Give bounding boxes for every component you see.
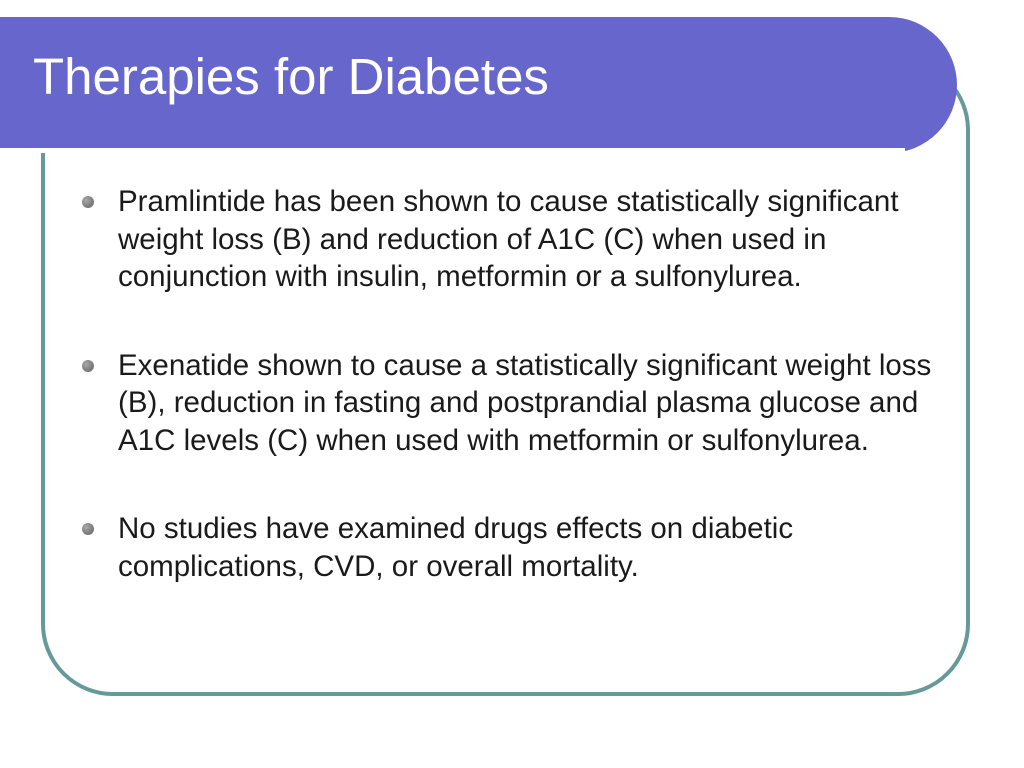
bullet-item-exenatide: Exenatide shown to cause a statistically… (82, 347, 932, 460)
title-underline (0, 148, 905, 153)
bullet-text: Pramlintide has been shown to cause stat… (118, 185, 899, 293)
content-frame (41, 58, 970, 696)
title-band (0, 17, 957, 153)
bullet-list: Pramlintide has been shown to cause stat… (82, 183, 932, 585)
slide-title: Therapies for Diabetes (33, 48, 549, 105)
bullet-dot-icon (82, 359, 94, 372)
bullet-text: No studies have examined drugs effects o… (118, 512, 794, 583)
bullet-dot-icon (82, 196, 94, 208)
bullet-item-no-studies: No studies have examined drugs effects o… (82, 510, 932, 585)
bullet-text: Exenatide shown to cause a statistically… (118, 348, 932, 457)
bullet-item-pramlintide: Pramlintide has been shown to cause stat… (82, 183, 932, 296)
bullet-dot-icon (82, 523, 94, 535)
